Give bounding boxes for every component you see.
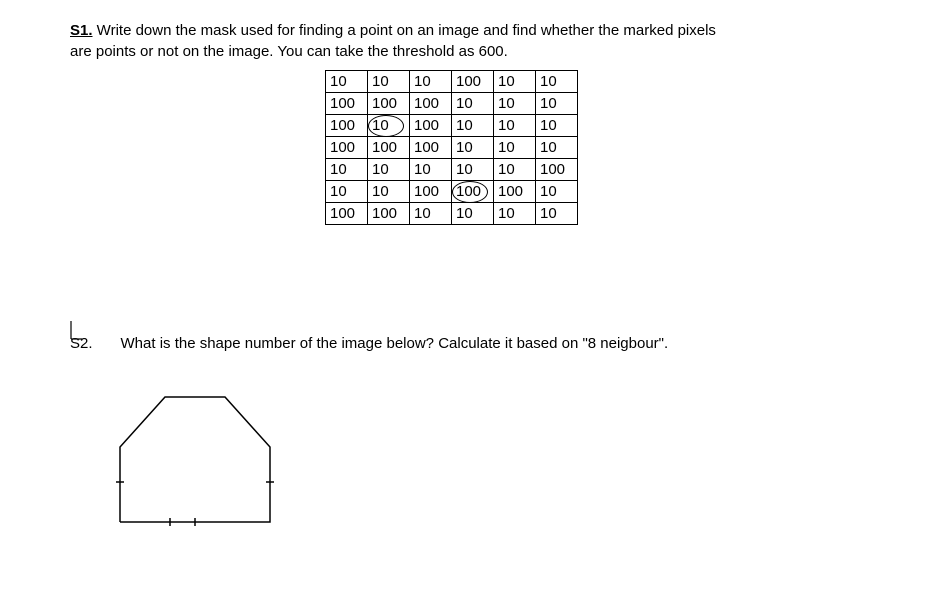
table-cell: 10	[410, 71, 452, 93]
table-cell: 10	[368, 115, 410, 137]
table-cell: 10	[536, 137, 578, 159]
table-cell: 10	[494, 93, 536, 115]
table-cell: 10	[368, 181, 410, 203]
table-cell: 10	[326, 159, 368, 181]
table-cell: 100	[326, 115, 368, 137]
table-cell: 10	[410, 159, 452, 181]
question-s1: S1. Write down the mask used for finding…	[70, 20, 869, 62]
question-s2: S2. What is the shape number of the imag…	[70, 335, 869, 352]
table-cell: 100	[452, 71, 494, 93]
table-cell: 10	[536, 71, 578, 93]
cursor-mark	[70, 320, 84, 345]
table-cell: 10	[494, 137, 536, 159]
table-cell: 10	[326, 71, 368, 93]
table-cell: 100	[452, 181, 494, 203]
table-cell: 10	[494, 203, 536, 225]
table-cell: 100	[326, 93, 368, 115]
table-cell: 100	[326, 137, 368, 159]
table-cell: 10	[494, 71, 536, 93]
table-cell: 100	[410, 137, 452, 159]
table-cell: 10	[368, 159, 410, 181]
table-cell: 10	[368, 71, 410, 93]
table-cell: 100	[368, 137, 410, 159]
s1-label: S1.	[70, 22, 93, 39]
table-cell: 100	[536, 159, 578, 181]
s1-text-line1: Write down the mask used for finding a p…	[93, 22, 716, 39]
s1-text-line2: are points or not on the image. You can …	[70, 43, 508, 60]
table-cell: 10	[452, 93, 494, 115]
polygon-shape	[110, 387, 280, 527]
table-cell: 100	[410, 115, 452, 137]
s2-text: What is the shape number of the image be…	[121, 335, 669, 352]
table-cell: 100	[326, 203, 368, 225]
table-cell: 10	[326, 181, 368, 203]
table-cell: 10	[536, 203, 578, 225]
table-cell: 10	[452, 115, 494, 137]
table-cell: 100	[494, 181, 536, 203]
pixel-table: 1010101001010100100100101010100101001010…	[325, 70, 578, 225]
table-cell: 10	[494, 159, 536, 181]
table-cell: 100	[368, 93, 410, 115]
table-cell: 100	[368, 203, 410, 225]
table-cell: 10	[452, 137, 494, 159]
table-cell: 10	[410, 203, 452, 225]
table-cell: 10	[494, 115, 536, 137]
table-cell: 100	[410, 181, 452, 203]
table-cell: 10	[536, 93, 578, 115]
table-cell: 10	[452, 203, 494, 225]
table-cell: 10	[536, 115, 578, 137]
table-cell: 100	[410, 93, 452, 115]
table-cell: 10	[452, 159, 494, 181]
table-cell: 10	[536, 181, 578, 203]
